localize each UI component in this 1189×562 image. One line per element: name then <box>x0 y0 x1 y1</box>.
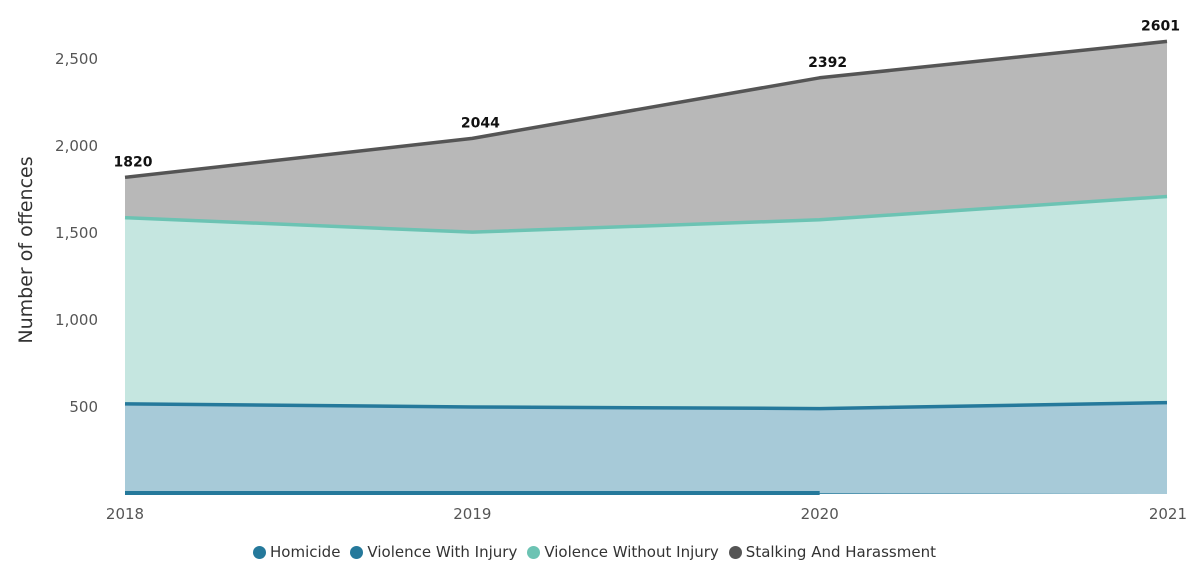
legend-marker-icon <box>728 545 742 559</box>
legend-label: Violence With Injury <box>367 543 518 561</box>
legend-marker-icon <box>527 545 541 559</box>
legend-item: Violence Without Injury <box>527 543 719 561</box>
legend-label: Violence Without Injury <box>544 543 719 561</box>
series-lines <box>124 39 1168 495</box>
line-violence-without-injury <box>124 194 1168 234</box>
y-axis-title: Number of offences <box>15 156 37 343</box>
line-stalking-and-harassment <box>124 39 1168 180</box>
legend: Homicide Violence With Injury Violence Wit… <box>0 542 1189 562</box>
x-tick-label: 2021 <box>1149 505 1187 523</box>
legend-marker-icon <box>350 545 364 559</box>
legend-item: Stalking And Harassment <box>728 543 936 561</box>
y-axis-ticks: 500 1,000 1,500 2,000 2,500 <box>55 50 98 416</box>
x-tick-label: 2020 <box>801 505 839 523</box>
y-tick-label: 500 <box>69 398 98 416</box>
legend-marker-icon <box>253 545 267 559</box>
legend-item: Violence With Injury <box>350 543 517 561</box>
y-tick-label: 1,500 <box>55 224 98 242</box>
total-data-label: 2601 <box>1141 18 1180 34</box>
total-data-label: 1820 <box>114 154 153 170</box>
total-labels: 1820 2044 2392 2601 <box>114 18 1180 170</box>
y-tick-label: 2,000 <box>55 137 98 155</box>
x-tick-label: 2018 <box>106 505 144 523</box>
legend-item: Homicide <box>253 543 340 561</box>
x-tick-label: 2019 <box>453 505 491 523</box>
x-axis-ticks: 2018 2019 2020 2021 <box>106 505 1187 523</box>
area-violence-with-injury <box>125 402 1167 494</box>
y-tick-label: 2,500 <box>55 50 98 68</box>
total-data-label: 2392 <box>808 55 847 71</box>
total-data-label: 2044 <box>461 115 500 131</box>
y-tick-label: 1,000 <box>55 311 98 329</box>
legend-label: Stalking And Harassment <box>745 543 936 561</box>
legend-label: Homicide <box>270 543 341 561</box>
line-violence-with-injury <box>124 400 1168 411</box>
area-layers <box>125 41 1167 495</box>
